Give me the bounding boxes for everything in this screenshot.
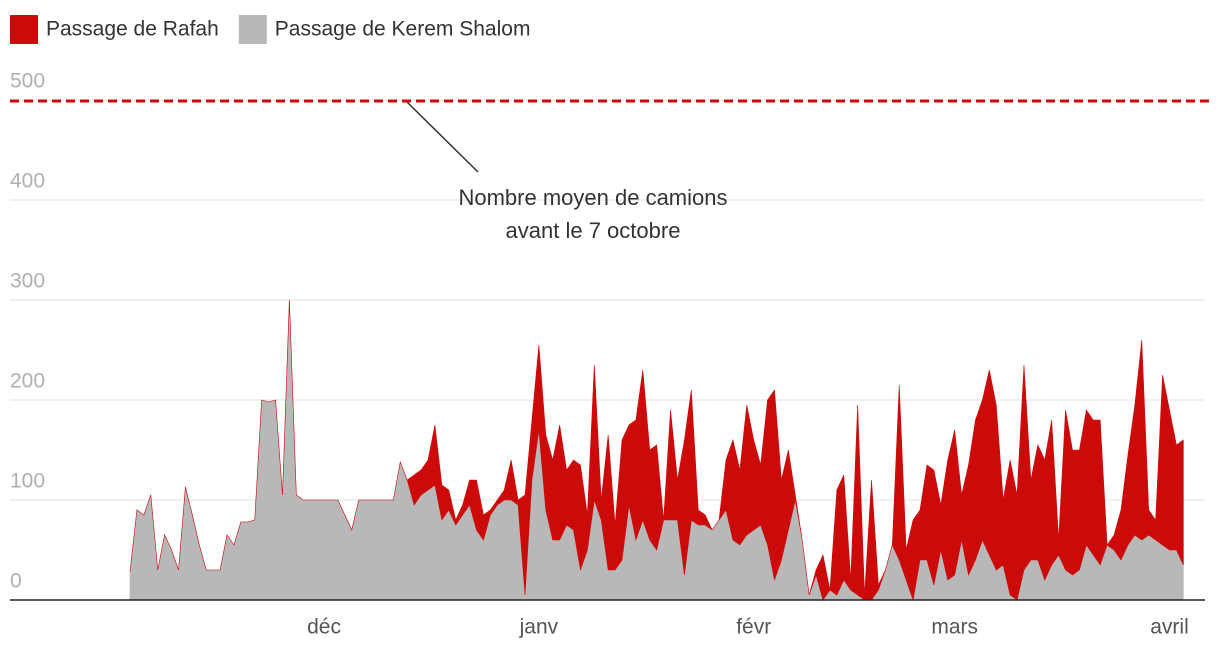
- x-tick-label: mars: [931, 616, 978, 639]
- annotation-leader: [406, 101, 479, 173]
- y-tick-label: 200: [10, 370, 45, 393]
- x-tick-label: avril: [1150, 616, 1189, 639]
- y-tick-label: 100: [10, 470, 45, 493]
- y-tick-label: 400: [10, 170, 45, 193]
- y-tick-label: 0: [10, 570, 22, 593]
- legend-label: Passage de Rafah: [46, 18, 219, 41]
- y-tick-label: 300: [10, 270, 45, 293]
- area: [129, 299, 1184, 601]
- x-tick-label: déc: [307, 616, 341, 639]
- legend-label: Passage de Kerem Shalom: [275, 18, 531, 41]
- annotation: avant le 7 octobre: [506, 218, 681, 243]
- annotation: Nombre moyen de camions: [458, 185, 727, 210]
- legend-swatch: [238, 15, 267, 44]
- x-tick-label: févr: [736, 616, 771, 639]
- x-tick-label: janv: [519, 616, 559, 639]
- legend-swatch: [10, 15, 38, 44]
- y-tick-label: 500: [10, 70, 45, 93]
